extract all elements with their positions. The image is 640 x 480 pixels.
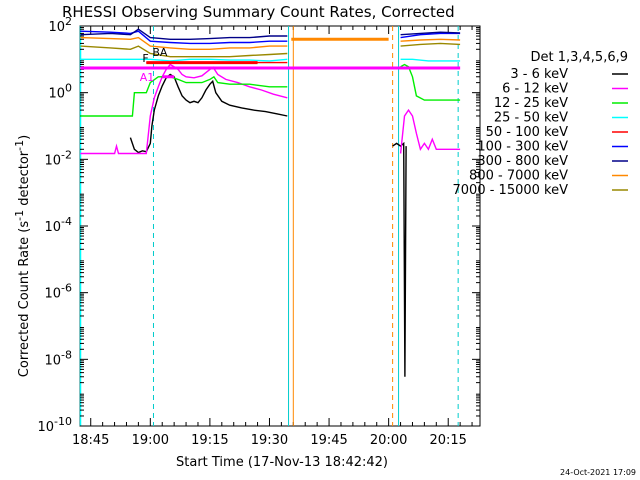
legend-label-5: 100 - 300 keV <box>477 140 568 155</box>
series-line-2-0 <box>80 75 288 117</box>
series-line-7-2 <box>400 38 461 42</box>
series-line-5-0 <box>80 30 288 45</box>
chart-title: RHESSI Observing Summary Count Rates, Co… <box>62 3 455 21</box>
ylabel-end: ) <box>17 135 32 140</box>
x-tick-label-4: 19:45 <box>310 433 347 448</box>
y-tick-label-6: 10-10 <box>37 415 72 435</box>
ylabel-sup2: -1 <box>13 140 26 151</box>
series-line-6-0 <box>80 28 288 40</box>
series-line-1-0 <box>80 63 288 155</box>
legend-label-3: 25 - 50 keV <box>494 111 568 126</box>
y-tick-label-4: 10-6 <box>44 282 72 302</box>
y-tick-label-2: 10-2 <box>44 148 72 168</box>
legend-label-6: 300 - 800 keV <box>477 154 568 169</box>
ylabel-text: Corrected Count Rate (s <box>17 221 32 378</box>
y-axis-label: Corrected Count Rate (s-1 detector-1) <box>13 135 32 377</box>
x-axis-label: Start Time (17-Nov-13 18:42:42) <box>176 455 388 470</box>
series-line-7-0 <box>80 36 288 50</box>
bar-label-fragment: BA <box>152 46 168 59</box>
ylabel-mid: detector <box>17 150 32 210</box>
plot-frame <box>79 25 481 427</box>
legend-label-2: 12 - 25 keV <box>494 96 568 111</box>
x-tick-label-2: 19:15 <box>191 433 228 448</box>
y-tick-label-1: 100 <box>48 82 72 102</box>
x-tick-label-1: 19:00 <box>132 433 169 448</box>
legend-title: Det 1,3,4,5,6,9 <box>530 50 628 65</box>
svg-text:Corrected Count Rate (s-1 dete: Corrected Count Rate (s-1 detector-1) <box>13 135 32 377</box>
series-line-3-0 <box>80 58 288 62</box>
x-tick-label-5: 20:00 <box>370 433 407 448</box>
footer-timestamp: 24-Oct-2021 17:09 <box>560 468 636 477</box>
series-line-2-1 <box>400 63 461 101</box>
series-line-0-0 <box>129 73 288 154</box>
legend-label-8: 7000 - 15000 keV <box>453 183 569 198</box>
flare-flag-label: F <box>142 52 148 65</box>
series-line-3-1 <box>400 58 461 62</box>
series-line-1-1 <box>399 108 461 154</box>
series-line-0-1 <box>392 141 407 377</box>
x-tick-label-0: 18:45 <box>72 433 109 448</box>
series-line-8-0 <box>80 45 288 58</box>
y-tick-label-0: 102 <box>48 15 72 35</box>
attenuator-flag-label: A1 <box>140 71 155 84</box>
y-tick-label-5: 10-8 <box>44 348 72 368</box>
legend-label-1: 6 - 12 keV <box>502 82 568 97</box>
legend-label-0: 3 - 6 keV <box>510 67 568 82</box>
ylabel-sup1: -1 <box>13 210 26 221</box>
y-tick-label-3: 10-4 <box>44 215 72 235</box>
legend-label-4: 50 - 100 keV <box>486 125 569 140</box>
series-line-6-1 <box>400 31 461 36</box>
x-tick-label-6: 20:15 <box>429 433 466 448</box>
legend-label-7: 800 - 7000 keV <box>469 169 568 184</box>
series-line-8-1 <box>400 42 461 47</box>
series-line-5-1 <box>400 32 461 39</box>
x-tick-label-3: 19:30 <box>251 433 288 448</box>
